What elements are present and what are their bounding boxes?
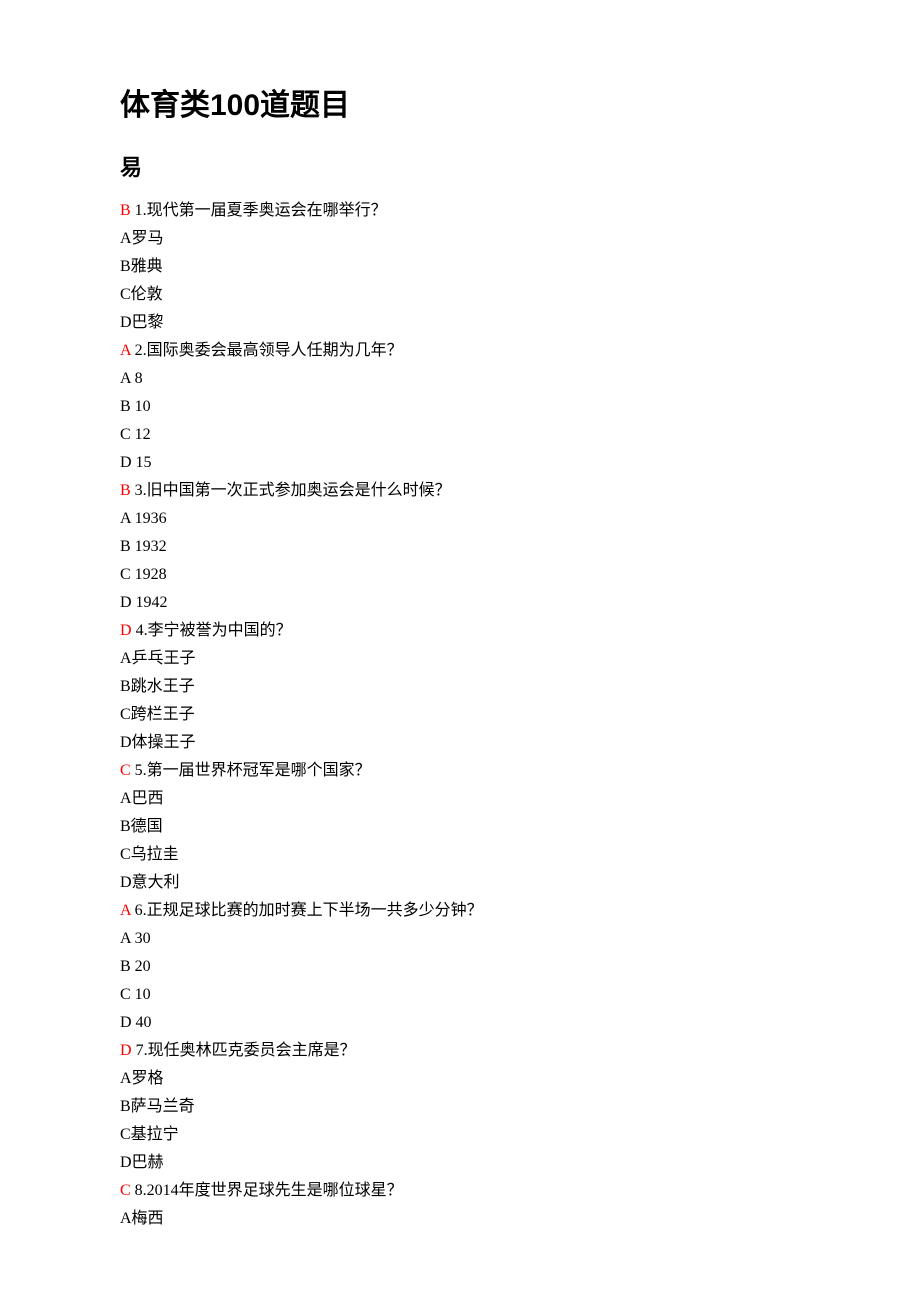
option-line: B雅典	[120, 253, 800, 281]
question-text: 李宁被誉为中国的？	[148, 622, 292, 639]
option-line: B 10	[120, 393, 800, 421]
answer-key: B	[120, 202, 131, 219]
question-line: A 6.正规足球比赛的加时赛上下半场一共多少分钟？	[120, 897, 800, 925]
option-line: A梅西	[120, 1205, 800, 1233]
answer-key: D	[120, 1042, 132, 1059]
option-line: D巴赫	[120, 1149, 800, 1177]
option-line: A 8	[120, 365, 800, 393]
question-number: 3	[135, 482, 143, 499]
option-line: B萨马兰奇	[120, 1093, 800, 1121]
option-line: D 40	[120, 1009, 800, 1037]
option-line: C基拉宁	[120, 1121, 800, 1149]
question-line: D 4.李宁被誉为中国的？	[120, 617, 800, 645]
option-line: B 20	[120, 953, 800, 981]
option-line: A 1936	[120, 505, 800, 533]
question-number: 5	[135, 762, 143, 779]
question-number: 6	[135, 902, 143, 919]
question-number: 7	[136, 1042, 144, 1059]
option-line: C乌拉圭	[120, 841, 800, 869]
option-line: B跳水王子	[120, 673, 800, 701]
question-line: D 7.现任奥林匹克委员会主席是？	[120, 1037, 800, 1065]
question-number: 8	[135, 1182, 143, 1199]
option-line: A 30	[120, 925, 800, 953]
answer-key: D	[120, 622, 132, 639]
question-number: 1	[135, 202, 143, 219]
question-text: 国际奥委会最高领导人任期为几年？	[147, 342, 403, 359]
answer-key: C	[120, 762, 131, 779]
question-number: 4	[136, 622, 144, 639]
question-number: 2	[135, 342, 143, 359]
document-title: 体育类100道题目	[120, 80, 800, 133]
answer-key: A	[120, 342, 131, 359]
option-line: C伦敦	[120, 281, 800, 309]
option-line: D体操王子	[120, 729, 800, 757]
section-title: 易	[120, 149, 800, 188]
option-line: B 1932	[120, 533, 800, 561]
option-line: D巴黎	[120, 309, 800, 337]
option-line: D意大利	[120, 869, 800, 897]
question-text: 正规足球比赛的加时赛上下半场一共多少分钟？	[147, 902, 483, 919]
option-line: C 1928	[120, 561, 800, 589]
question-text: 现任奥林匹克委员会主席是？	[148, 1042, 356, 1059]
question-text: 2014年度世界足球先生是哪位球星？	[147, 1182, 403, 1199]
option-line: D 1942	[120, 589, 800, 617]
option-line: A罗格	[120, 1065, 800, 1093]
option-line: A巴西	[120, 785, 800, 813]
question-text: 旧中国第一次正式参加奥运会是什么时候？	[147, 482, 451, 499]
question-line: B 1.现代第一届夏季奥运会在哪举行？	[120, 197, 800, 225]
option-line: C 12	[120, 421, 800, 449]
questions-container: B 1.现代第一届夏季奥运会在哪举行？A罗马B雅典C伦敦D巴黎A 2.国际奥委会…	[120, 197, 800, 1233]
answer-key: B	[120, 482, 131, 499]
question-text: 现代第一届夏季奥运会在哪举行？	[147, 202, 387, 219]
option-line: C跨栏王子	[120, 701, 800, 729]
option-line: C 10	[120, 981, 800, 1009]
question-line: A 2.国际奥委会最高领导人任期为几年？	[120, 337, 800, 365]
answer-key: C	[120, 1182, 131, 1199]
option-line: D 15	[120, 449, 800, 477]
option-line: B德国	[120, 813, 800, 841]
question-line: B 3.旧中国第一次正式参加奥运会是什么时候？	[120, 477, 800, 505]
question-line: C 8.2014年度世界足球先生是哪位球星？	[120, 1177, 800, 1205]
answer-key: A	[120, 902, 131, 919]
option-line: A罗马	[120, 225, 800, 253]
question-text: 第一届世界杯冠军是哪个国家？	[147, 762, 371, 779]
option-line: A乒乓王子	[120, 645, 800, 673]
question-line: C 5.第一届世界杯冠军是哪个国家？	[120, 757, 800, 785]
